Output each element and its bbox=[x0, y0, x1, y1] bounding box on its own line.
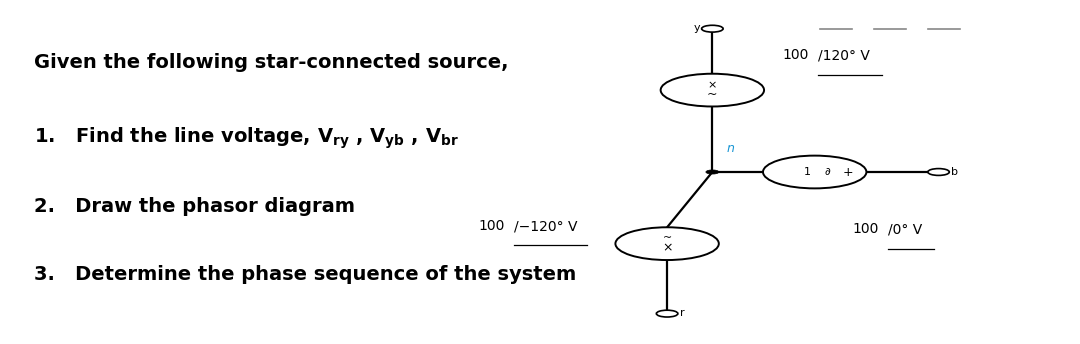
Circle shape bbox=[762, 155, 866, 189]
Text: /120° V: /120° V bbox=[818, 49, 869, 62]
Text: +: + bbox=[843, 165, 853, 179]
Text: 100: 100 bbox=[852, 223, 879, 236]
Text: ×: × bbox=[707, 80, 717, 90]
Text: y: y bbox=[694, 23, 701, 33]
Circle shape bbox=[928, 169, 949, 175]
Text: /−120° V: /−120° V bbox=[514, 219, 578, 233]
Text: ×: × bbox=[662, 242, 673, 255]
Text: /0° V: /0° V bbox=[888, 223, 922, 236]
Text: 3.   Determine the phase sequence of the system: 3. Determine the phase sequence of the s… bbox=[33, 265, 576, 284]
Text: r: r bbox=[680, 308, 685, 318]
Circle shape bbox=[661, 74, 764, 107]
Text: 100: 100 bbox=[782, 49, 809, 62]
Text: ∂: ∂ bbox=[825, 167, 831, 177]
Text: 2.   Draw the phasor diagram: 2. Draw the phasor diagram bbox=[33, 197, 354, 216]
Text: b: b bbox=[951, 167, 958, 177]
Text: Given the following star-connected source,: Given the following star-connected sourc… bbox=[33, 53, 509, 72]
Text: ~: ~ bbox=[662, 234, 672, 244]
Text: 1.   Find the line voltage, $\mathbf{V_{ry}}$ , $\mathbf{V_{yb}}$ , $\mathbf{V_{: 1. Find the line voltage, $\mathbf{V_{ry… bbox=[33, 125, 458, 151]
Circle shape bbox=[657, 310, 678, 317]
Text: 1: 1 bbox=[804, 167, 810, 177]
Circle shape bbox=[706, 170, 719, 174]
Text: 100: 100 bbox=[478, 219, 505, 233]
Text: ~: ~ bbox=[707, 88, 717, 101]
Circle shape bbox=[702, 25, 724, 32]
Text: n: n bbox=[727, 142, 734, 154]
Circle shape bbox=[616, 227, 719, 260]
